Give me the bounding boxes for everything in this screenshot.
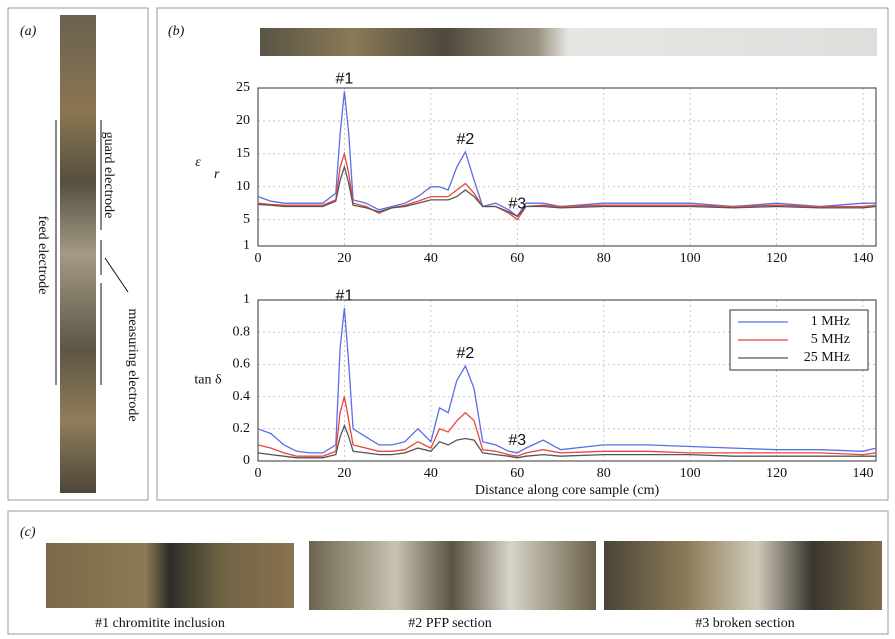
legend-label: 5 MHz — [811, 332, 850, 347]
panel-label: (a) — [20, 24, 37, 39]
caption: #1 chromitite inclusion — [95, 616, 225, 631]
panel-label: (c) — [20, 525, 36, 540]
core-photo — [309, 541, 596, 610]
x-tick-label: 0 — [255, 466, 262, 481]
measuring-label: measuring electrode — [125, 308, 140, 421]
y-tick-label: 10 — [236, 179, 250, 194]
annotation: #3 — [508, 432, 526, 449]
y-axis-label-sub: r — [214, 167, 220, 182]
x-tick-label: 60 — [510, 466, 524, 481]
x-tick-label: 80 — [597, 466, 611, 481]
y-tick-label: 20 — [236, 113, 250, 128]
y-axis-label: ε — [195, 155, 201, 170]
annotation: #2 — [457, 345, 475, 362]
y-tick-label: 0.8 — [233, 324, 251, 339]
panel-label: (b) — [168, 24, 185, 39]
y-tick-label: 25 — [236, 80, 250, 95]
y-tick-label: 0.6 — [233, 357, 251, 372]
feed-label: feed electrode — [35, 216, 50, 295]
core-photo — [604, 541, 882, 610]
y-tick-label: 5 — [243, 212, 250, 227]
y-tick-label: 15 — [236, 146, 250, 161]
y-tick-label: 0.4 — [233, 389, 251, 404]
x-tick-label: 20 — [337, 251, 351, 266]
x-tick-label: 100 — [680, 251, 701, 266]
x-tick-label: 20 — [337, 466, 351, 481]
x-tick-label: 140 — [853, 466, 874, 481]
x-tick-label: 0 — [255, 251, 262, 266]
annotation: #3 — [508, 196, 526, 213]
annotation: #2 — [457, 131, 475, 148]
series-line — [257, 308, 877, 454]
core-photo — [46, 543, 294, 608]
caption: #3 broken section — [695, 616, 795, 631]
x-tick-label: 80 — [597, 251, 611, 266]
x-tick-label: 40 — [424, 466, 438, 481]
x-tick-label: 100 — [680, 466, 701, 481]
y-tick-label: 0 — [243, 453, 250, 468]
series-line — [257, 91, 876, 218]
plot-frame — [257, 87, 877, 247]
arrow — [104, 257, 129, 293]
x-tick-label: 120 — [766, 251, 787, 266]
annotation: #1 — [336, 71, 354, 88]
series-line — [257, 423, 876, 459]
series-line — [257, 396, 877, 457]
guard-label: guard electrode — [101, 132, 116, 219]
series-line — [257, 164, 877, 218]
annotation: #1 — [336, 287, 354, 304]
y-tick-label: 0.2 — [233, 421, 251, 436]
x-tick-label: 120 — [766, 466, 787, 481]
x-tick-label: 40 — [424, 251, 438, 266]
legend-label: 1 MHz — [811, 314, 850, 329]
x-tick-label: 60 — [510, 251, 524, 266]
x-tick-label: 140 — [853, 251, 874, 266]
core-photo — [60, 15, 96, 493]
panel-a-frame — [7, 7, 149, 501]
plot-frame — [257, 299, 877, 462]
y-tick-label: 1 — [243, 292, 250, 307]
legend-label: 25 MHz — [804, 350, 850, 365]
y-axis-label: tan δ — [194, 373, 222, 388]
panel-b-frame — [156, 7, 889, 501]
caption: #2 PFP section — [408, 616, 492, 631]
core-photo — [260, 28, 877, 56]
y-tick-label: 1 — [243, 238, 250, 253]
panel-c-frame — [7, 510, 889, 635]
x-axis-label: Distance along core sample (cm) — [475, 483, 660, 498]
